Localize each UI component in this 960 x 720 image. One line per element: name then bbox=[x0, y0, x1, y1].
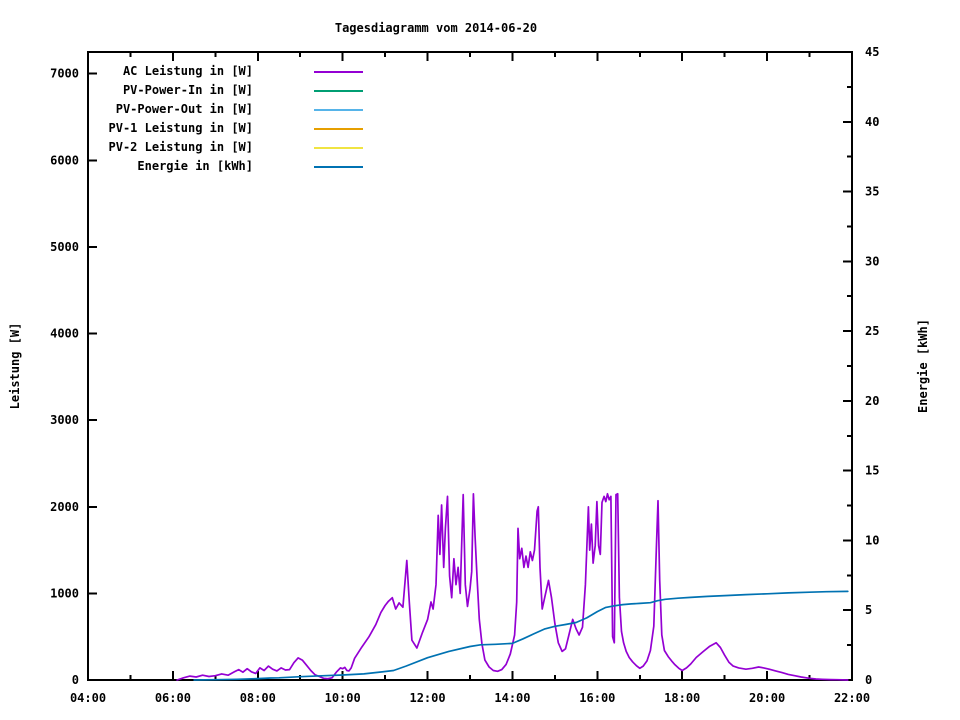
y-right-tick-label: 0 bbox=[865, 673, 872, 687]
x-tick-label: 14:00 bbox=[494, 691, 530, 705]
y-left-tick-label: 4000 bbox=[50, 327, 79, 341]
legend-item: PV-Power-In in [W] bbox=[0, 81, 960, 100]
legend-line-sample bbox=[314, 109, 363, 111]
x-tick-label: 16:00 bbox=[579, 691, 615, 705]
y-right-tick-label: 25 bbox=[865, 324, 879, 338]
y-right-tick-label: 35 bbox=[865, 185, 879, 199]
legend-item: Energie in [kWh] bbox=[0, 157, 960, 176]
x-tick-label: 18:00 bbox=[664, 691, 700, 705]
x-tick-label: 20:00 bbox=[749, 691, 785, 705]
legend-line-sample bbox=[314, 128, 363, 130]
series-line-energie bbox=[193, 590, 849, 681]
y-right-tick-label: 20 bbox=[865, 394, 879, 408]
legend-line-sample bbox=[314, 90, 363, 92]
legend-item: PV-2 Leistung in [W] bbox=[0, 138, 960, 157]
x-tick-label: 22:00 bbox=[834, 691, 870, 705]
x-tick-label: 04:00 bbox=[70, 691, 106, 705]
y-right-tick-label: 15 bbox=[865, 464, 879, 478]
y-left-tick-label: 2000 bbox=[50, 500, 79, 514]
legend: AC Leistung in [W] PV-Power-In in [W] PV-P… bbox=[0, 62, 960, 176]
y-right-tick-label: 10 bbox=[865, 533, 879, 547]
x-tick-label: 06:00 bbox=[155, 691, 191, 705]
y-left-tick-label: 6000 bbox=[50, 153, 79, 167]
legend-line-sample bbox=[314, 147, 363, 149]
y-right-tick-label: 45 bbox=[865, 45, 879, 59]
y-left-tick-label: 7000 bbox=[50, 67, 79, 81]
legend-label: PV-1 Leistung in [W] bbox=[108, 121, 254, 135]
legend-label: Energie in [kWh] bbox=[137, 159, 253, 173]
legend-line-sample bbox=[314, 71, 363, 73]
y-left-tick-label: 1000 bbox=[50, 586, 79, 600]
x-tick-label: 10:00 bbox=[325, 691, 361, 705]
legend-item: PV-1 Leistung in [W] bbox=[0, 119, 960, 138]
y-right-tick-label: 5 bbox=[865, 603, 872, 617]
y-left-tick-label: 0 bbox=[72, 673, 79, 687]
legend-label: PV-Power-Out in [W] bbox=[115, 102, 253, 116]
y-right-tick-label: 40 bbox=[865, 115, 879, 129]
legend-label: PV-2 Leistung in [W] bbox=[108, 140, 254, 154]
legend-label: PV-Power-In in [W] bbox=[122, 83, 253, 97]
y-right-tick-label: 30 bbox=[865, 254, 879, 268]
legend-item: PV-Power-Out in [W] bbox=[0, 100, 960, 119]
chart-title: Tagesdiagramm vom 2014-06-20 bbox=[334, 21, 538, 35]
y-left-tick-label: 5000 bbox=[50, 240, 79, 254]
y-left-tick-label: 3000 bbox=[50, 413, 79, 427]
x-tick-label: 12:00 bbox=[409, 691, 445, 705]
series-line-ac bbox=[176, 492, 849, 681]
legend-line-sample bbox=[314, 166, 363, 168]
legend-item: AC Leistung in [W] bbox=[0, 62, 960, 81]
x-tick-label: 08:00 bbox=[240, 691, 276, 705]
legend-label: AC Leistung in [W] bbox=[122, 64, 253, 78]
